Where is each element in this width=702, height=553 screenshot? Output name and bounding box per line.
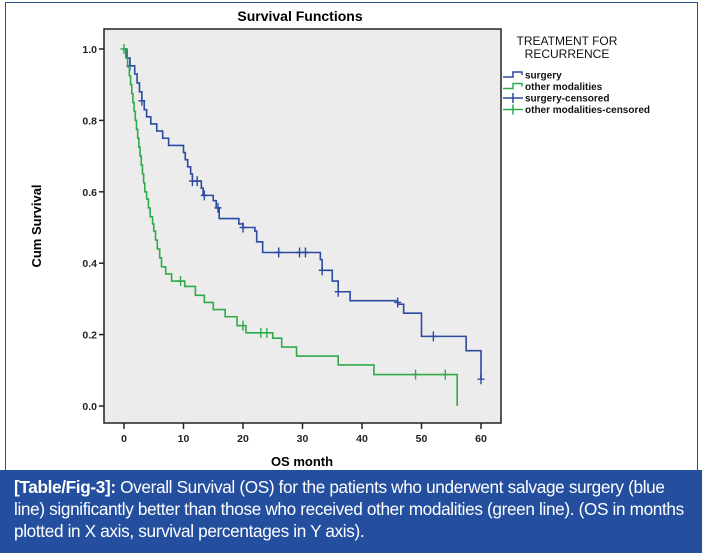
series-layer [120,44,485,406]
legend-swatch-surgery [503,71,523,78]
y-tick-label: 0.8 [82,115,97,127]
legend-swatch-surgery-censored [503,93,523,103]
censor-mark-surgery [429,331,437,342]
censor-mark-surgery [301,247,309,258]
censor-mark-surgery [318,265,326,276]
censor-mark-surgery [200,190,208,201]
y-axis: 0.0 0.2 0.4 0.6 0.8 1.0 [82,44,104,413]
caption-label: [Table/Fig-3]: [14,477,116,497]
censor-mark-surgery [334,286,342,297]
x-axis-label: OS month [271,454,333,469]
y-tick-label: 0.2 [82,330,97,342]
censor-mark-surgery [477,374,485,385]
legend-swatch-other-modalities [503,82,523,90]
y-tick-label: 0.4 [82,258,97,270]
censor-mark-surgery [394,297,402,308]
survival-chart: Survival Functions 0.0 0.2 0.4 0.6 0.8 1.0 0 1… [29,8,650,469]
legend-entry-other-modalities: other modalities [525,82,603,93]
chart-title: Survival Functions [237,8,362,24]
x-tick-label: 0 [121,433,127,445]
legend-title-line2: RECURRENCE [525,47,610,61]
y-tick-label: 0.0 [82,401,97,413]
x-tick-label: 40 [356,433,368,445]
censor-mark-other-modalities [263,327,271,338]
figure-caption: [Table/Fig-3]: Overall Survival (OS) for… [0,470,702,553]
y-tick-label: 1.0 [82,44,97,56]
x-tick-label: 60 [475,433,487,445]
censor-mark-other-modalities [120,44,128,54]
plot-area [103,28,502,424]
censor-mark-surgery [275,247,283,258]
y-axis-label: Cum Survival [29,184,44,267]
legend-entry-other-modalities-censored: other modalities-censored [525,105,650,116]
caption-text: Overall Survival (OS) for the patients w… [14,477,684,541]
censor-mark-other-modalities [239,320,247,331]
legend-swatch-other-modalities-censored [503,104,523,115]
censor-mark-surgery [296,247,304,258]
y-tick-label: 0.6 [82,187,97,199]
x-tick-label: 30 [297,433,309,445]
censor-mark-other-modalities [257,327,265,338]
legend-entry-surgery-censored: surgery-censored [525,94,609,105]
x-tick-label: 50 [416,433,428,445]
censor-mark-surgery [214,202,222,213]
censor-mark-surgery [138,95,146,106]
censor-mark-other-modalities [441,369,449,380]
legend-entry-surgery: surgery [525,71,562,82]
censor-mark-other-modalities [177,276,185,287]
censor-mark-other-modalities [412,369,420,380]
x-tick-label: 10 [178,433,190,445]
x-tick-label: 20 [237,433,249,445]
censor-mark-surgery [239,222,247,233]
legend-title-line1: TREATMENT FOR [517,34,618,48]
x-axis: 0 10 20 30 40 50 60 [121,423,487,445]
censor-mark-surgery [193,176,201,187]
